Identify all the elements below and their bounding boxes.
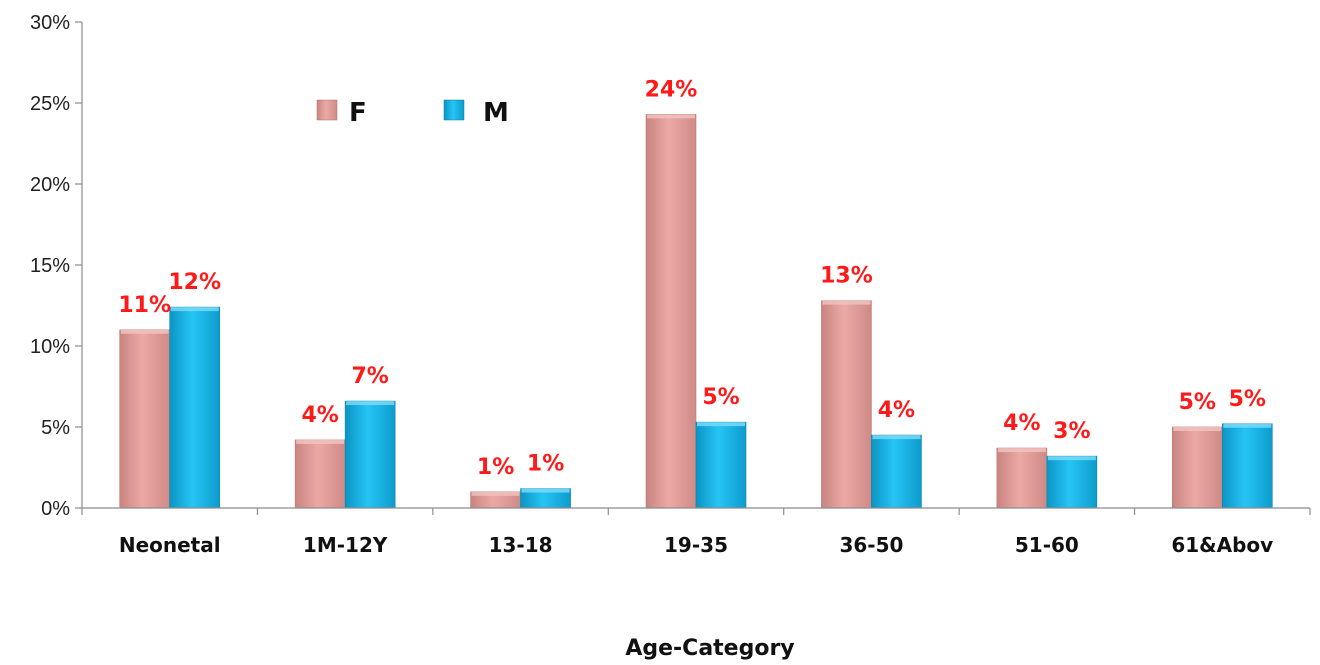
data-label-f: 4% — [301, 403, 338, 428]
bar-f — [821, 300, 872, 509]
bar-top-bevel — [1173, 427, 1222, 431]
data-label-m: 3% — [1053, 419, 1090, 444]
x-tick-label: Neonetal — [119, 533, 221, 557]
bar-m — [1046, 455, 1098, 509]
x-tick-label: 61&Abov — [1171, 533, 1273, 557]
data-label-f: 5% — [1179, 390, 1216, 415]
bar-top-bevel — [697, 422, 745, 427]
bar-f — [119, 329, 171, 509]
legend-swatch-f — [316, 99, 338, 121]
y-tick-label: 20% — [30, 174, 70, 196]
bar-m — [1221, 423, 1273, 509]
data-label-f: 4% — [1003, 411, 1040, 436]
bar-top-bevel — [120, 329, 169, 334]
data-label-m: 12% — [168, 270, 221, 295]
bar-m — [695, 421, 747, 509]
x-tick-label: 19-35 — [664, 533, 728, 557]
bar-top-bevel — [170, 307, 219, 312]
bar-m — [871, 434, 922, 509]
x-axis-title: Age-Category — [625, 636, 794, 661]
data-label-f: 1% — [477, 455, 514, 480]
y-tick-label: 5% — [41, 417, 70, 439]
y-tick-label: 25% — [30, 93, 70, 115]
bar-top-bevel — [872, 435, 921, 440]
bar-f — [294, 439, 346, 509]
bar-f — [645, 114, 697, 509]
bars — [119, 114, 1273, 509]
legend-label-f: F — [349, 98, 367, 128]
x-axis: Neonetal 1M-12Y 13-18 19-35 36-50 51-60 61&Abo… — [81, 507, 1311, 557]
bar-top-bevel — [1047, 456, 1096, 461]
y-tick-label: 0% — [41, 498, 70, 520]
bar-top-bevel — [822, 300, 871, 305]
data-labels: 11%12% 4% 7% 1% 1% 24% 5% 13% 4% 4% 3% 5% 5% — [118, 77, 1266, 479]
x-tick-label: 36-50 — [839, 533, 903, 557]
legend-swatch-m — [443, 99, 465, 121]
bar-f — [1171, 426, 1223, 509]
legend: F M — [316, 98, 509, 128]
data-label-m: 5% — [1229, 387, 1266, 412]
x-tick-label: 1M-12Y — [303, 533, 388, 557]
legend-label-m: M — [483, 98, 509, 128]
bar-top-bevel — [471, 491, 520, 496]
bar-top-bevel — [296, 439, 345, 444]
data-label-m: 7% — [351, 364, 388, 389]
x-tick-label: 51-60 — [1015, 533, 1079, 557]
y-tick-label: 15% — [30, 255, 70, 277]
y-tick-label: 10% — [30, 336, 70, 358]
bar-f — [996, 447, 1048, 509]
bar-top-bevel — [647, 114, 695, 119]
bar-m — [169, 306, 221, 509]
bar-m — [344, 400, 396, 509]
data-label-f: 24% — [645, 77, 698, 102]
data-label-f: 13% — [820, 264, 873, 289]
data-label-f: 11% — [118, 293, 171, 318]
bar-top-bevel — [997, 448, 1046, 453]
y-axis: 0% 5% 10% 15% 20% 25% 30% — [30, 12, 83, 520]
bar-top-bevel — [346, 401, 395, 406]
data-label-m: 4% — [878, 398, 915, 423]
bar-top-bevel — [521, 488, 570, 493]
bar-top-bevel — [1223, 423, 1272, 428]
x-tick-label: 13-18 — [489, 533, 553, 557]
data-label-m: 5% — [702, 385, 739, 410]
data-label-m: 1% — [527, 452, 564, 477]
y-tick-label: 30% — [30, 12, 70, 34]
